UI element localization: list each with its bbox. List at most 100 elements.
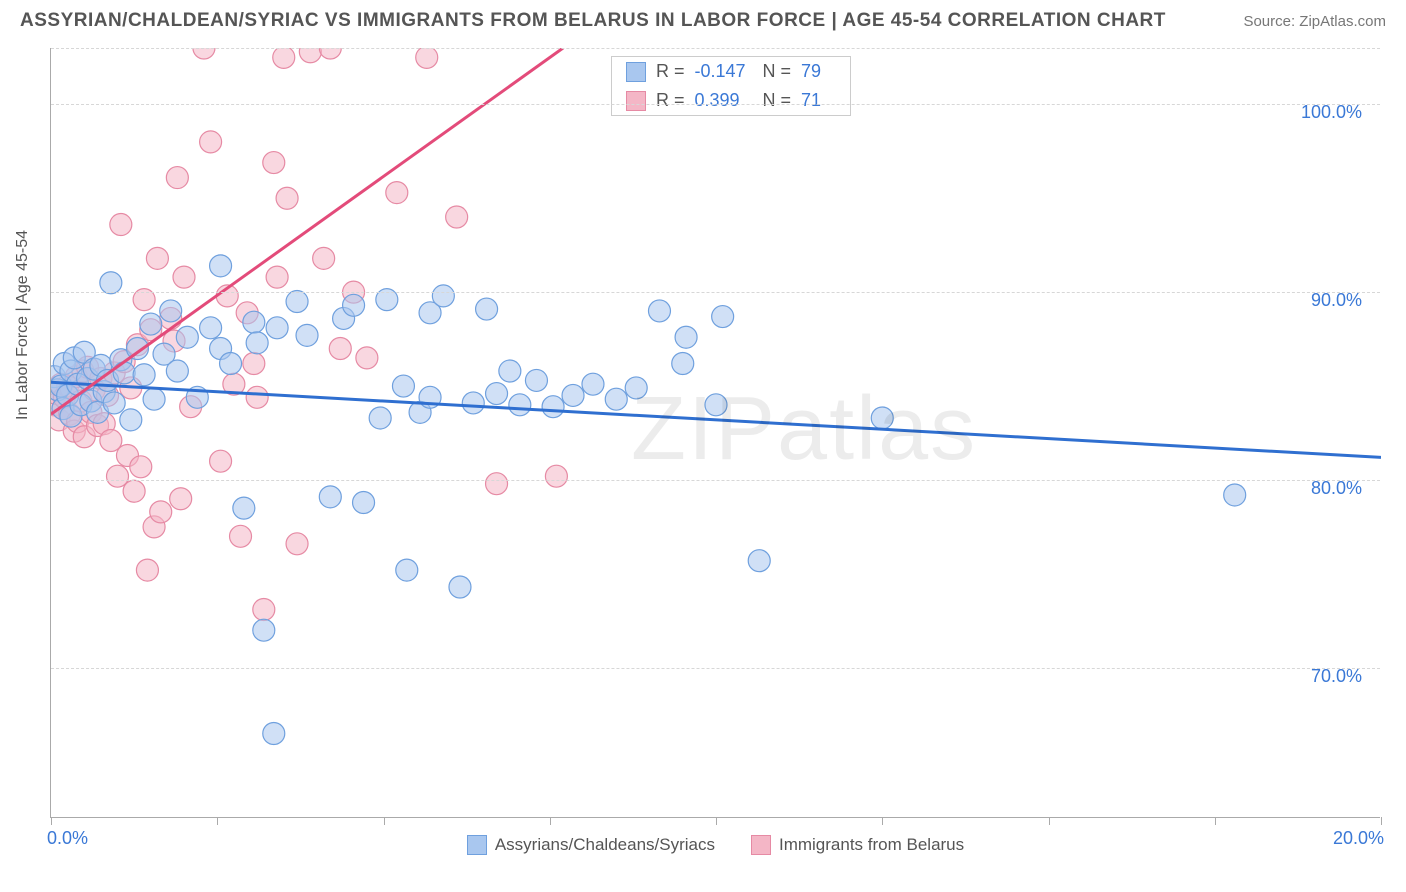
data-point — [386, 182, 408, 204]
data-point — [170, 488, 192, 510]
data-point — [246, 332, 268, 354]
data-point — [160, 300, 182, 322]
data-point — [476, 298, 498, 320]
y-tick-label: 80.0% — [1311, 478, 1362, 499]
chart-title: ASSYRIAN/CHALDEAN/SYRIAC VS IMMIGRANTS F… — [20, 10, 1166, 32]
data-point — [319, 48, 341, 59]
data-point — [509, 394, 531, 416]
legend-swatch — [751, 835, 771, 855]
legend-swatch — [467, 835, 487, 855]
data-point — [499, 360, 521, 382]
y-tick-label: 100.0% — [1301, 102, 1362, 123]
grid-line — [51, 48, 1380, 49]
stat-r-value: -0.147 — [695, 61, 753, 82]
data-point — [173, 266, 195, 288]
data-point — [200, 317, 222, 339]
data-point — [462, 392, 484, 414]
data-point — [625, 377, 647, 399]
data-point — [136, 559, 158, 581]
stat-n-value: 79 — [801, 61, 821, 82]
grid-line — [51, 104, 1380, 105]
stat-n-value: 71 — [801, 90, 821, 111]
data-point — [396, 559, 418, 581]
data-point — [143, 388, 165, 410]
x-axis-first-label: 0.0% — [47, 828, 88, 849]
data-point — [486, 383, 508, 405]
data-point — [120, 409, 142, 431]
data-point — [319, 486, 341, 508]
data-point — [210, 450, 232, 472]
grid-line — [51, 668, 1380, 669]
stat-r-label: R = — [656, 90, 685, 111]
data-point — [582, 373, 604, 395]
data-point — [343, 294, 365, 316]
data-point — [446, 206, 468, 228]
data-point — [545, 465, 567, 487]
y-tick-label: 70.0% — [1311, 666, 1362, 687]
data-point — [416, 48, 438, 68]
data-point — [243, 311, 265, 333]
data-point — [150, 501, 172, 523]
data-point — [200, 131, 222, 153]
data-point — [266, 317, 288, 339]
data-point — [100, 272, 122, 294]
stat-r-label: R = — [656, 61, 685, 82]
data-point — [110, 214, 132, 236]
data-point — [353, 491, 375, 513]
data-point — [243, 353, 265, 375]
data-point — [276, 187, 298, 209]
data-point — [562, 384, 584, 406]
data-point — [140, 313, 162, 335]
data-point — [486, 473, 508, 495]
legend-label: Assyrians/Chaldeans/Syriacs — [495, 835, 715, 855]
series-swatch — [626, 62, 646, 82]
stat-r-value: 0.399 — [695, 90, 753, 111]
data-point — [130, 456, 152, 478]
scatter-svg — [51, 48, 1381, 818]
data-point — [675, 326, 697, 348]
x-tick — [384, 817, 385, 825]
plot-area: ZIPatlas R =-0.147N =79R =0.399N =71 Ass… — [50, 48, 1380, 818]
data-point — [672, 353, 694, 375]
stats-row: R =0.399N =71 — [612, 86, 850, 115]
data-point — [299, 48, 321, 63]
data-point — [605, 388, 627, 410]
data-point — [392, 375, 414, 397]
data-point — [210, 255, 232, 277]
legend: Assyrians/Chaldeans/Syriacs Immigrants fr… — [51, 835, 1380, 855]
data-point — [233, 497, 255, 519]
source-credit: Source: ZipAtlas.com — [1243, 13, 1386, 30]
data-point — [1224, 484, 1246, 506]
data-point — [230, 525, 252, 547]
data-point — [449, 576, 471, 598]
data-point — [432, 285, 454, 307]
x-tick — [550, 817, 551, 825]
x-tick — [1215, 817, 1216, 825]
data-point — [146, 247, 168, 269]
data-point — [286, 533, 308, 555]
data-point — [176, 326, 198, 348]
data-point — [712, 306, 734, 328]
legend-item: Immigrants from Belarus — [751, 835, 964, 855]
data-point — [103, 392, 125, 414]
x-tick — [1049, 817, 1050, 825]
legend-item: Assyrians/Chaldeans/Syriacs — [467, 835, 715, 855]
data-point — [525, 369, 547, 391]
data-point — [253, 599, 275, 621]
data-point — [313, 247, 335, 269]
x-tick — [51, 817, 52, 825]
data-point — [253, 619, 275, 641]
x-tick — [1381, 817, 1382, 825]
data-point — [246, 386, 268, 408]
data-point — [296, 324, 318, 346]
data-point — [220, 353, 242, 375]
stats-row: R =-0.147N =79 — [612, 57, 850, 86]
data-point — [193, 48, 215, 59]
x-tick — [716, 817, 717, 825]
y-axis-label: In Labor Force | Age 45-54 — [14, 230, 32, 420]
legend-label: Immigrants from Belarus — [779, 835, 964, 855]
grid-line — [51, 292, 1380, 293]
data-point — [166, 360, 188, 382]
y-tick-label: 90.0% — [1311, 290, 1362, 311]
data-point — [263, 722, 285, 744]
